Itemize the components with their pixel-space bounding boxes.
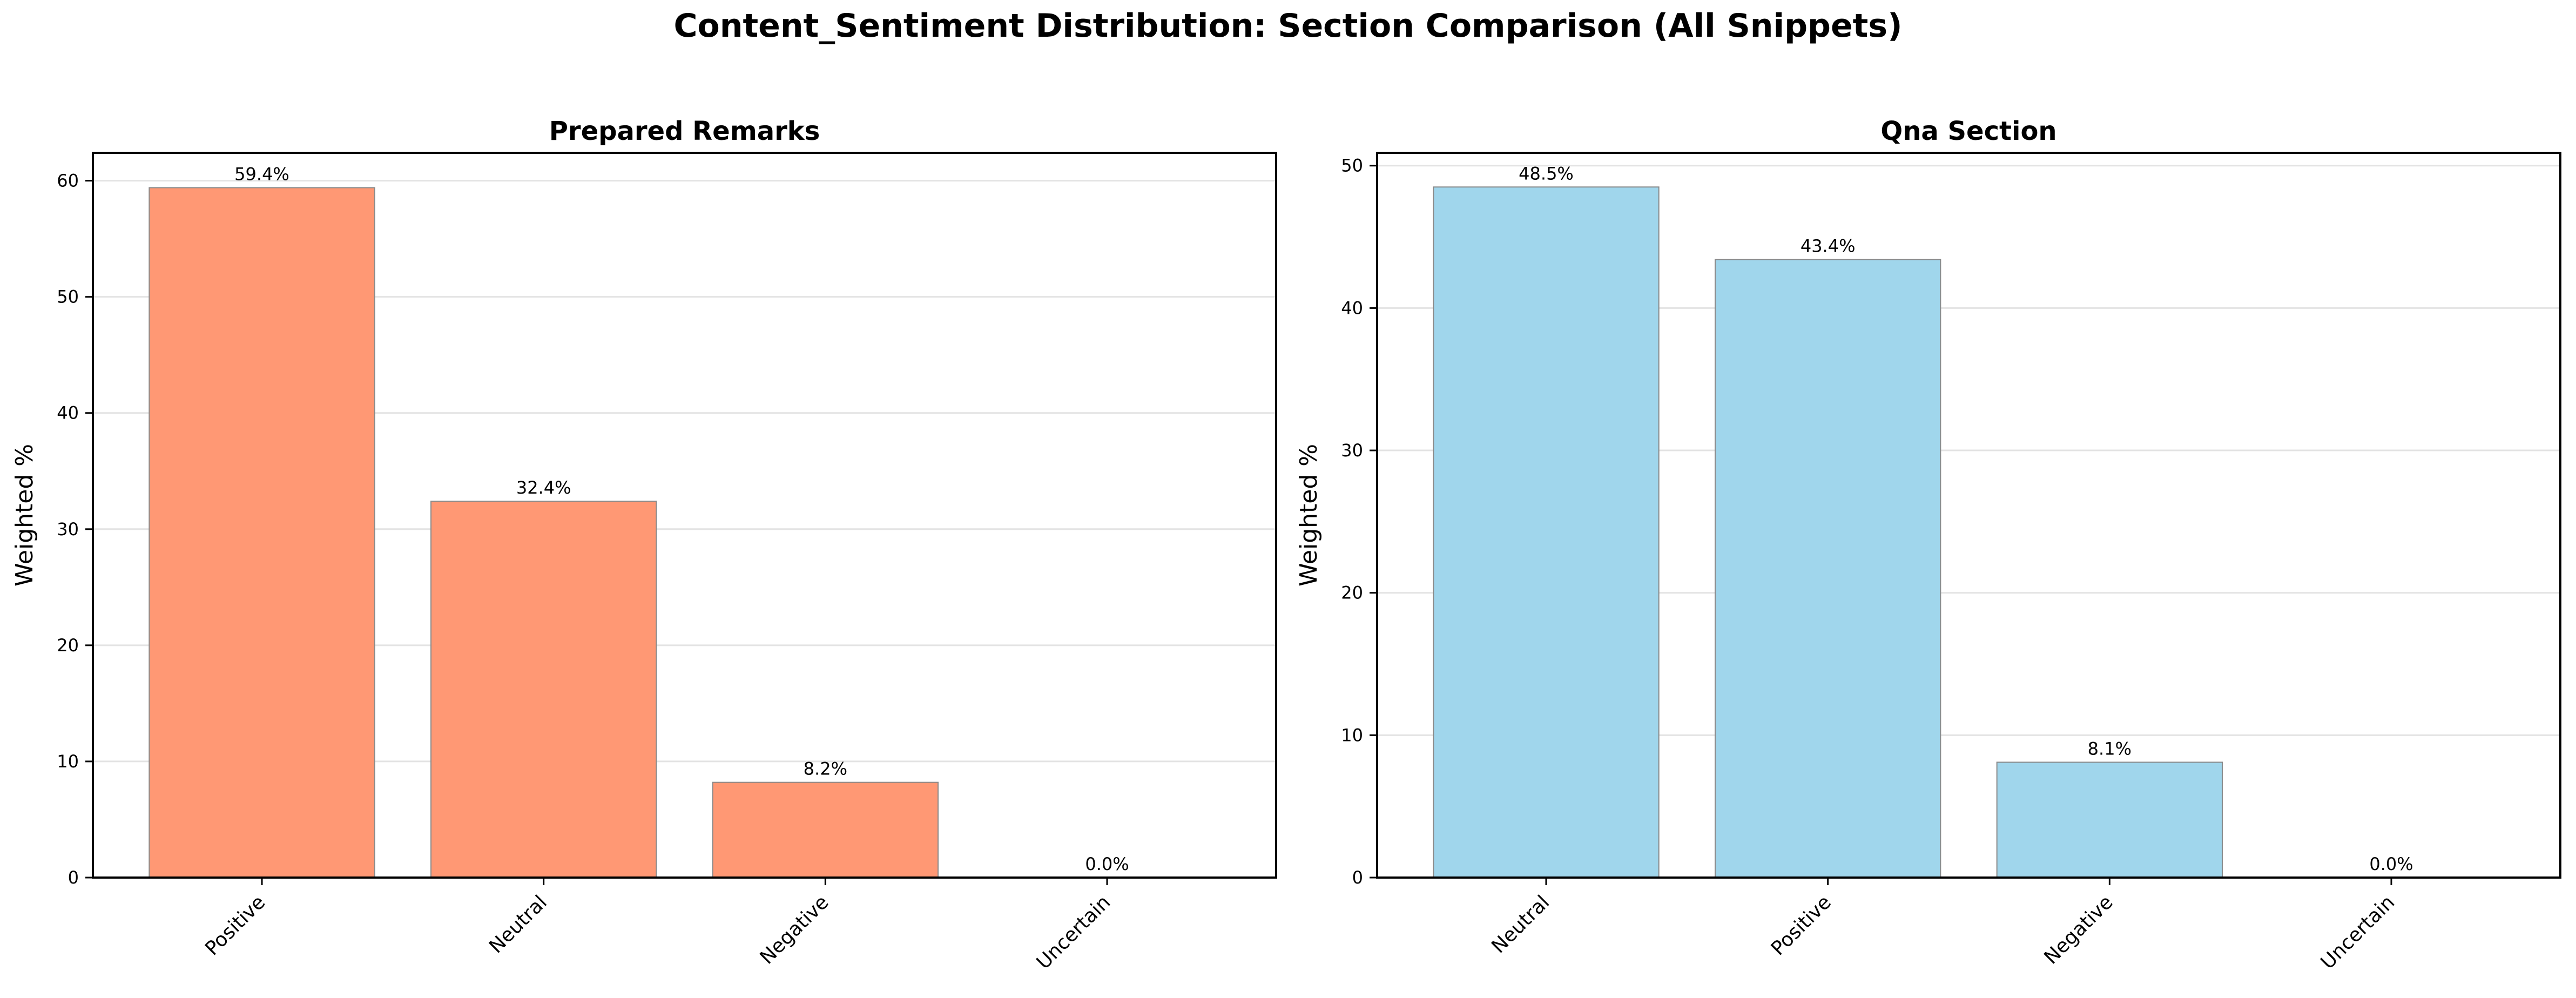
bar: [430, 501, 657, 878]
bar: [149, 187, 375, 878]
bar: [1715, 259, 1941, 878]
bar-value-label: 48.5%: [1519, 163, 1574, 184]
chart-title: Qna Section: [1880, 116, 2056, 146]
y-tick-label: 10: [57, 751, 79, 772]
y-axis-label: Weighted %: [1295, 444, 1323, 586]
bar-value-label: 8.2%: [804, 759, 847, 779]
y-tick-label: 0: [1352, 867, 1363, 888]
y-tick-label: 50: [1341, 156, 1363, 176]
bar-value-label: 0.0%: [1085, 854, 1129, 874]
y-tick-label: 0: [68, 867, 79, 888]
bar-value-label: 0.0%: [2369, 854, 2413, 874]
bar: [1996, 761, 2223, 878]
y-tick-label: 30: [1341, 440, 1363, 461]
bar: [1433, 186, 1660, 879]
bar-value-label: 59.4%: [234, 164, 289, 185]
figure-suptitle: Content_Sentiment Distribution: Section …: [674, 7, 1903, 45]
chart-title: Prepared Remarks: [549, 116, 820, 146]
bar: [712, 781, 939, 879]
bar-value-label: 43.4%: [1800, 236, 1856, 257]
y-axis-label: Weighted %: [11, 444, 38, 586]
axes-frame: [1376, 152, 2561, 879]
y-tick-label: 20: [1341, 583, 1363, 603]
y-tick-label: 10: [1341, 725, 1363, 745]
bar-value-label: 8.1%: [2088, 738, 2132, 759]
y-tick-label: 30: [57, 519, 79, 540]
axes-frame: [92, 152, 1277, 879]
y-tick-label: 20: [57, 635, 79, 656]
bar-value-label: 32.4%: [516, 477, 571, 498]
y-tick-label: 50: [57, 287, 79, 307]
y-tick-label: 40: [1341, 298, 1363, 318]
y-tick-label: 40: [57, 403, 79, 423]
y-tick-label: 60: [57, 171, 79, 191]
